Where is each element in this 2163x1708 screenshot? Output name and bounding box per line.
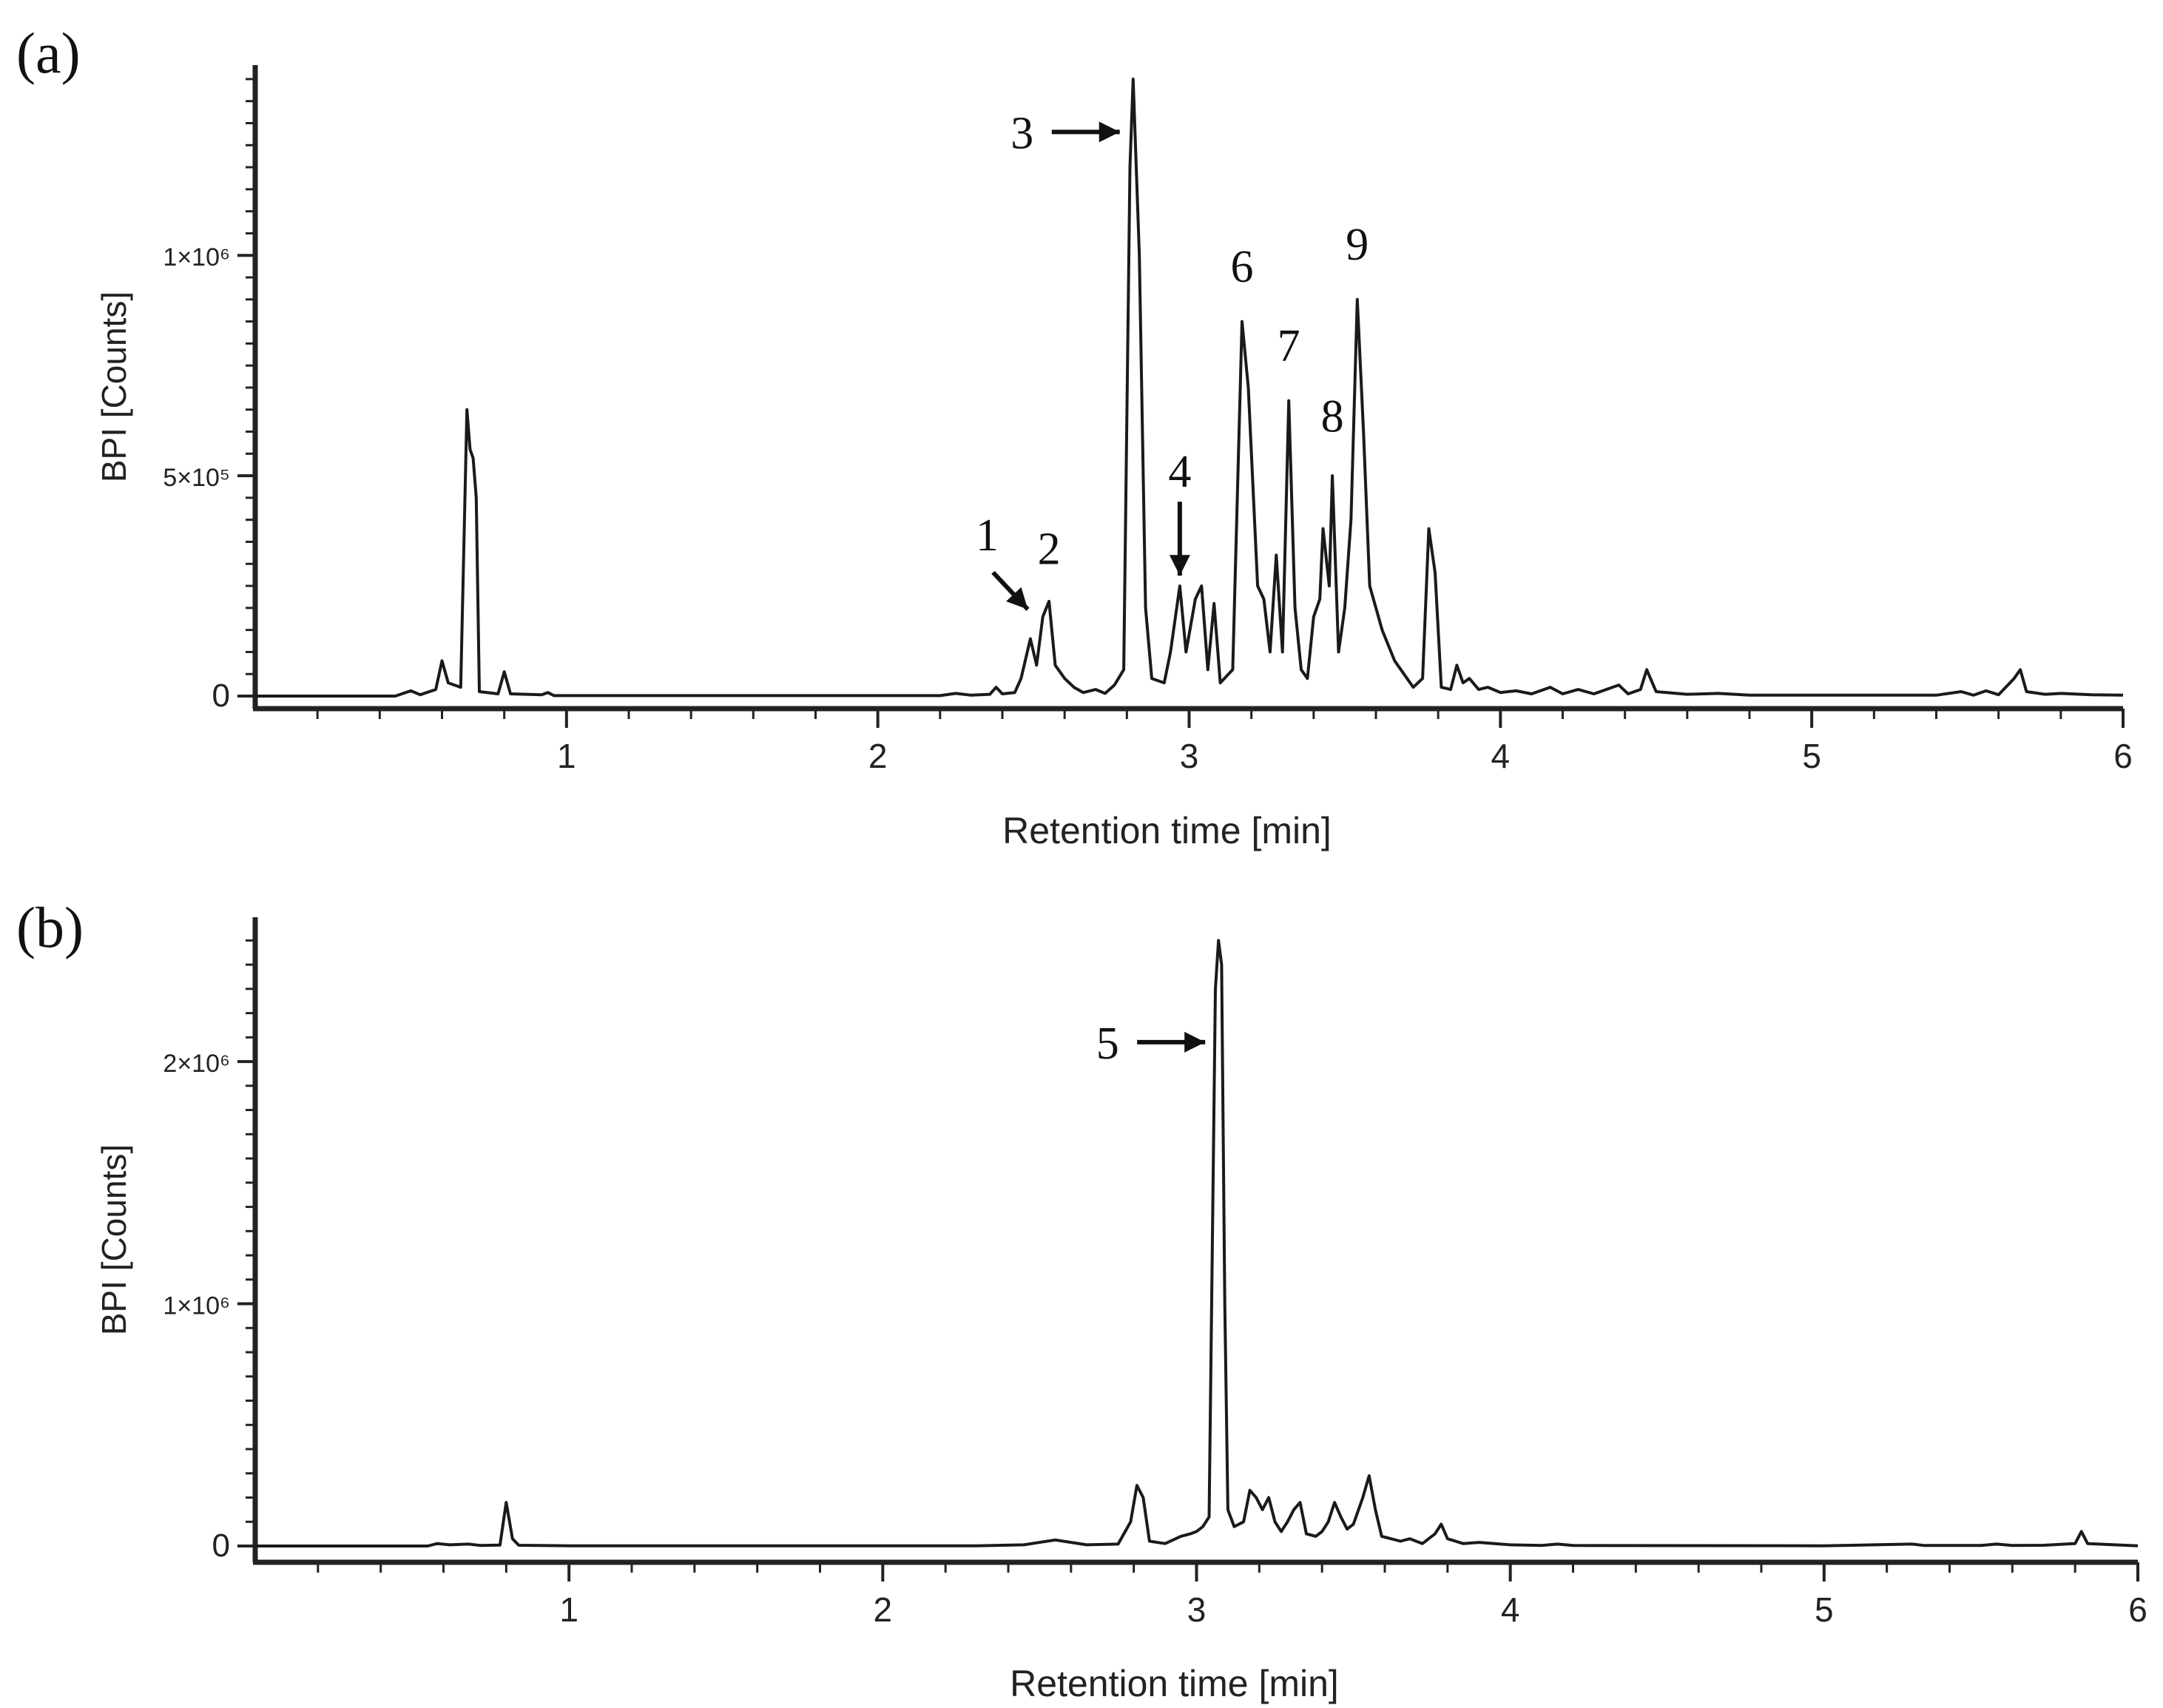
y-tick-label: 5×10⁵ bbox=[163, 464, 230, 492]
chromatogram-trace bbox=[255, 939, 2139, 1547]
peak-arrow-head bbox=[1006, 587, 1028, 610]
panel-label: (a) bbox=[16, 21, 81, 85]
x-tick-label: 5 bbox=[1815, 1590, 1834, 1629]
x-tick-label: 3 bbox=[1180, 737, 1199, 775]
y-tick-label: 0 bbox=[212, 678, 230, 714]
x-tick-label: 6 bbox=[2128, 1590, 2147, 1629]
peak-label: 7 bbox=[1278, 321, 1300, 371]
x-tick-label: 5 bbox=[1802, 737, 1821, 775]
peak-arrow-head bbox=[1184, 1031, 1206, 1053]
y-tick-label: 0 bbox=[212, 1528, 230, 1564]
peak-label: 6 bbox=[1231, 242, 1254, 292]
peak-label: 5 bbox=[1096, 1019, 1119, 1069]
x-axis-title: Retention time [min] bbox=[1010, 1663, 1339, 1704]
chart-panel-b: (b) 1 2 3 4 5 6 0 1×10⁶ 2×10⁶ Retention time [min]… bbox=[16, 895, 2147, 1704]
peak-label: 3 bbox=[1010, 108, 1033, 158]
x-tick-label: 4 bbox=[1501, 1590, 1520, 1629]
y-axis-title: BPI [Counts] bbox=[95, 1144, 133, 1335]
x-axis-title: Retention time [min] bbox=[1002, 810, 1332, 851]
chromatogram-trace bbox=[255, 77, 2124, 698]
x-tick-label: 1 bbox=[557, 737, 576, 775]
x-tick-label: 3 bbox=[1187, 1590, 1207, 1629]
peak-label: 8 bbox=[1321, 392, 1344, 442]
panel-label: (b) bbox=[16, 895, 84, 959]
x-tick-label: 2 bbox=[874, 1590, 893, 1629]
y-tick-label: 1×10⁶ bbox=[163, 243, 230, 271]
peak-label: 9 bbox=[1346, 220, 1369, 270]
peak-label: 2 bbox=[1038, 524, 1061, 574]
peak-arrow-head bbox=[1099, 121, 1120, 143]
x-tick-label: 1 bbox=[559, 1590, 578, 1629]
x-tick-label: 4 bbox=[1491, 737, 1511, 775]
x-tick-label: 2 bbox=[868, 737, 888, 775]
peak-label: 1 bbox=[976, 510, 999, 561]
y-axis-title: BPI [Counts] bbox=[95, 291, 133, 482]
x-tick-label: 6 bbox=[2113, 737, 2133, 775]
y-tick-label: 2×10⁶ bbox=[163, 1050, 230, 1078]
y-tick-label: 1×10⁶ bbox=[163, 1292, 230, 1320]
peak-label: 4 bbox=[1168, 447, 1191, 497]
peak-arrow-head bbox=[1169, 555, 1190, 576]
